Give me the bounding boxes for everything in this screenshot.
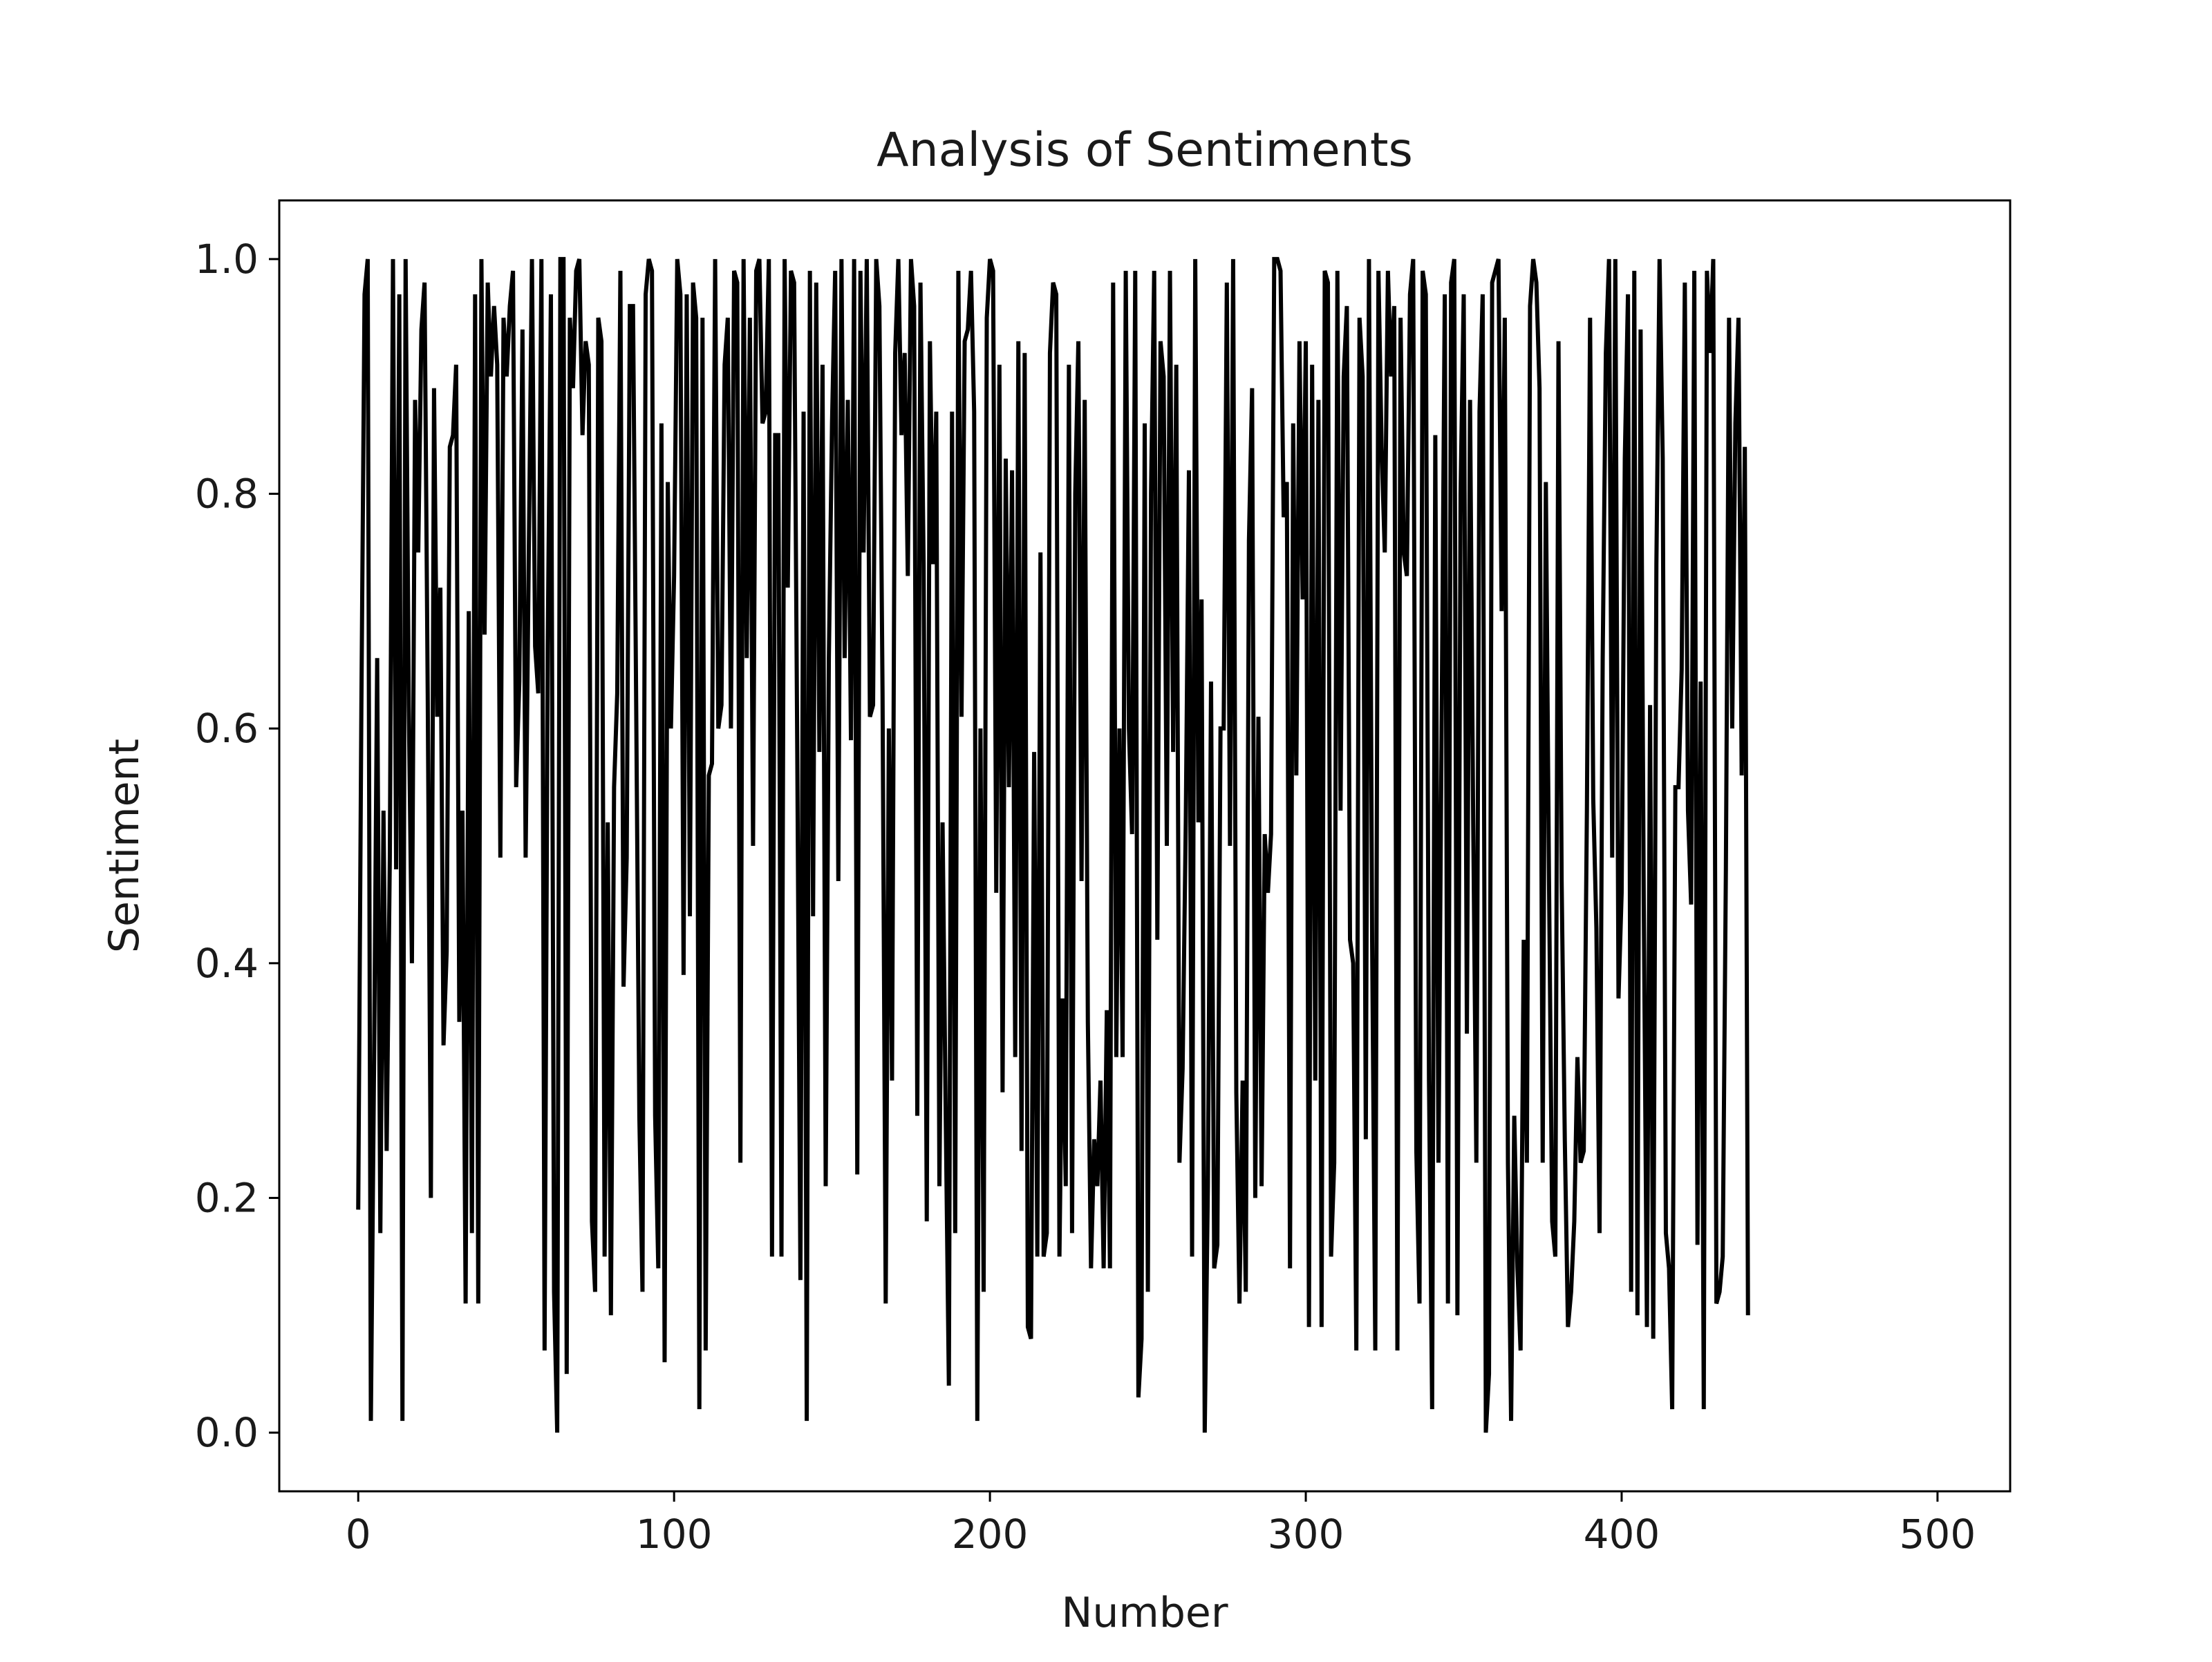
x-tick-label: 100 <box>636 1511 713 1558</box>
x-tick-label: 500 <box>1900 1511 1976 1558</box>
x-tick-label: 0 <box>346 1511 371 1558</box>
x-tick-label: 300 <box>1268 1511 1344 1558</box>
y-axis: 0.0 0.2 0.4 0.6 0.8 1.0 <box>195 236 279 1456</box>
y-tick-label: 0.4 <box>195 940 259 987</box>
x-axis-label: Number <box>1061 1589 1228 1637</box>
x-tick-label: 400 <box>1584 1511 1660 1558</box>
x-axis: 0 100 200 300 400 500 <box>346 1491 1976 1558</box>
series-line-0 <box>356 256 1750 1433</box>
y-tick-label: 0.0 <box>195 1409 259 1456</box>
y-tick-label: 0.6 <box>195 705 259 752</box>
y-tick-label: 0.2 <box>195 1174 259 1221</box>
chart-title: Analysis of Sentiments <box>877 123 1413 178</box>
axes-frame <box>278 199 2012 1493</box>
y-tick-label: 1.0 <box>195 236 259 283</box>
y-axis-label: Sentiment <box>100 739 149 953</box>
y-tick-label: 0.8 <box>195 471 259 518</box>
x-tick-label: 200 <box>952 1511 1029 1558</box>
